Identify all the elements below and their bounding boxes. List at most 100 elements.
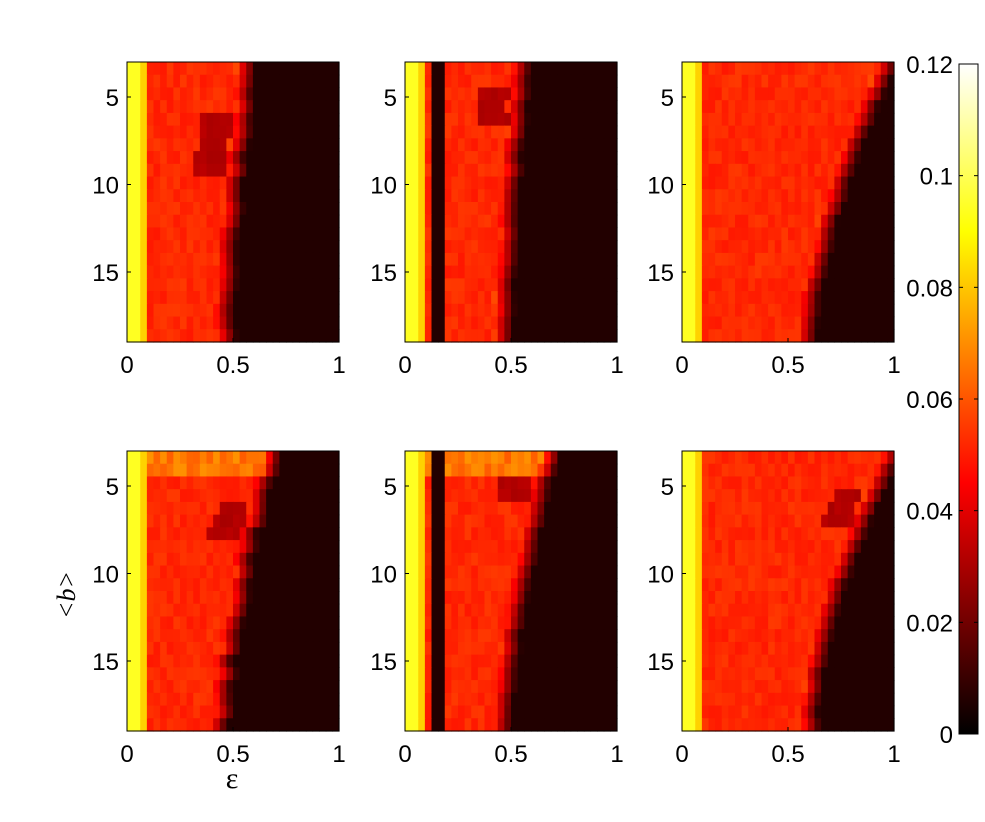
heatmap-cell <box>153 476 161 490</box>
heatmap-cell <box>774 202 782 216</box>
heatmap-cell <box>590 578 598 592</box>
heatmap-cell <box>867 501 875 516</box>
heatmap-cell <box>841 163 849 178</box>
heatmap-cell <box>564 62 572 76</box>
heatmap-cell <box>860 514 869 528</box>
heatmap-cell <box>807 565 816 579</box>
heatmap-cell <box>721 163 729 178</box>
heatmap-cell <box>860 252 869 267</box>
heatmap-cell <box>438 501 446 516</box>
heatmap-cell <box>305 189 314 203</box>
heatmap-cell <box>140 578 148 592</box>
heatmap-cell <box>299 112 307 127</box>
heatmap-cell <box>708 329 716 343</box>
heatmap-cell <box>484 303 492 318</box>
heatmap-cell <box>160 501 168 516</box>
heatmap-cell <box>570 489 578 503</box>
heatmap-cell <box>272 163 280 178</box>
heatmap-cell <box>491 489 499 503</box>
heatmap-cell <box>570 176 578 190</box>
heatmap-cell <box>438 291 446 305</box>
heatmap-cell <box>695 291 703 305</box>
heatmap-cell <box>146 227 155 241</box>
heatmap-cell <box>173 514 181 528</box>
heatmap-cell <box>451 227 459 241</box>
heatmap-cell <box>166 680 174 694</box>
heatmap-cell <box>286 476 294 490</box>
heatmap-cell <box>550 463 558 478</box>
heatmap-cell <box>199 680 208 694</box>
heatmap-cell <box>682 692 690 707</box>
heatmap-cell <box>715 527 723 541</box>
heatmap-cell <box>312 476 320 490</box>
heatmap-cell <box>530 291 539 305</box>
heatmap-cell <box>484 476 492 490</box>
heatmap-cell <box>206 629 214 643</box>
heatmap-cell <box>688 692 696 707</box>
heatmap-cell <box>180 616 188 630</box>
heatmap-cell <box>603 641 611 656</box>
heatmap-cell <box>160 527 168 541</box>
heatmap-cell <box>807 463 816 478</box>
heatmap-cell <box>312 125 320 139</box>
heatmap-cell <box>807 451 816 465</box>
heatmap-cell <box>715 476 723 490</box>
heatmap-cell <box>431 565 439 579</box>
heatmap-cell <box>590 74 598 89</box>
heatmap-cell <box>821 112 829 127</box>
heatmap-cell <box>299 540 307 554</box>
heatmap-cell <box>847 616 855 630</box>
heatmap-cell <box>774 303 782 318</box>
heatmap-cell <box>292 227 300 241</box>
x-tick-label: 1 <box>610 741 623 768</box>
heatmap-cell <box>821 705 829 719</box>
heatmap-cell <box>821 62 829 76</box>
heatmap-cell <box>597 163 605 178</box>
heatmap-cell <box>299 316 307 330</box>
heatmap-cell <box>544 705 552 719</box>
heatmap-cell <box>484 552 492 567</box>
heatmap-cell <box>874 240 882 254</box>
heatmap-cell <box>794 176 802 190</box>
heatmap-cell <box>504 214 512 229</box>
heatmap-cell <box>847 176 855 190</box>
heatmap-cell <box>166 329 174 343</box>
heatmap-cell <box>233 578 241 592</box>
heatmap-cell <box>827 112 835 127</box>
heatmap-cell <box>821 100 829 114</box>
heatmap-cell <box>583 641 592 656</box>
heatmap-cell <box>754 718 763 732</box>
heatmap-cell <box>847 565 855 579</box>
heatmap-cell <box>867 303 875 318</box>
heatmap-cell <box>741 329 749 343</box>
heatmap-cell <box>464 489 472 503</box>
heatmap-cell <box>801 278 809 292</box>
heatmap-cell <box>590 125 598 139</box>
heatmap-cell <box>603 591 611 605</box>
heatmap-cell <box>748 514 756 528</box>
heatmap-cell <box>292 629 300 643</box>
heatmap-cell <box>411 163 419 178</box>
heatmap-cell <box>219 125 227 139</box>
heatmap-cell <box>695 278 703 292</box>
heatmap-cell <box>603 74 611 89</box>
heatmap-cell <box>735 163 743 178</box>
heatmap-cell <box>570 151 578 165</box>
heatmap-cell <box>319 265 327 279</box>
heatmap-cell <box>781 578 789 592</box>
heatmap-cell <box>741 151 749 165</box>
heatmap-cell <box>524 87 532 101</box>
heatmap-cell <box>695 265 703 279</box>
heatmap-cell <box>491 451 499 465</box>
heatmap-cell <box>458 565 466 579</box>
heatmap-cell <box>213 74 221 89</box>
heatmap-cell <box>180 476 188 490</box>
heatmap-cell <box>213 654 221 668</box>
heatmap-cell <box>491 227 499 241</box>
heatmap-cell <box>458 138 466 152</box>
heatmap-cell <box>854 603 862 618</box>
heatmap-cell <box>880 240 888 254</box>
heatmap-cell <box>173 265 181 279</box>
heatmap-cell <box>564 138 572 152</box>
heatmap-cell <box>524 303 532 318</box>
